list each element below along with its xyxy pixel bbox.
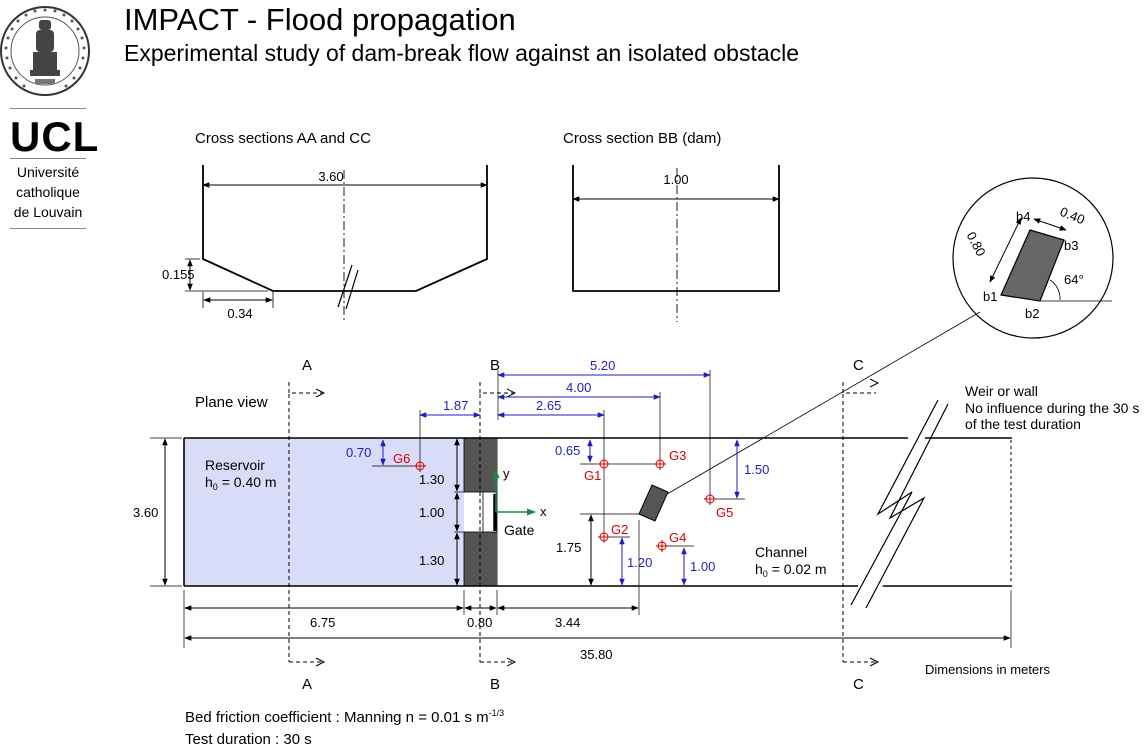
- weir-note-line: Weir or wall: [965, 383, 1038, 399]
- friction-coefficient: Bed friction coefficient : Manning n = 0…: [185, 708, 504, 726]
- obstacle-corner-b2: b2: [1025, 306, 1039, 321]
- dim-channel-width: 3.60: [133, 505, 158, 520]
- dim-g6-x: 1.87: [443, 398, 468, 413]
- gauge-g2-marker: [598, 531, 610, 543]
- gauge-g5-label: G5: [716, 505, 733, 520]
- channel-outline: [183, 437, 1012, 587]
- gauge-g5-marker: [704, 493, 716, 505]
- channel-depth: h0 = 0.02 m: [755, 561, 827, 579]
- logo-divider: [10, 228, 86, 229]
- dim-bb-width: 1.00: [663, 172, 688, 187]
- ucl-wordmark: UCL: [10, 113, 100, 160]
- dim-dam-upper: 1.30: [419, 472, 444, 487]
- dim-aa-width: 3.60: [318, 169, 343, 184]
- units-note: Dimensions in meters: [925, 662, 1050, 677]
- dim-g1-x: 2.65: [536, 398, 561, 413]
- dim-g6-y: 0.70: [346, 445, 371, 460]
- gauge-g4-marker: [656, 540, 668, 552]
- cross-section-bb: [572, 165, 780, 322]
- page-subtitle: Experimental study of dam-break flow aga…: [124, 40, 800, 66]
- dim-g5-y: 1.50: [744, 462, 769, 477]
- dim-aa-slope: 0.34: [227, 306, 252, 321]
- obstacle-detail: [952, 177, 1114, 339]
- logo-divider: [10, 108, 86, 109]
- dim-dam-lower: 1.30: [419, 553, 444, 568]
- reservoir-label: Reservoir: [205, 457, 265, 473]
- obstacle: [638, 484, 669, 522]
- axis-y-label: y: [503, 466, 510, 481]
- ucl-logo: UCL Université catholique de Louvain: [0, 0, 100, 240]
- gauge-g2-label: G2: [611, 522, 628, 537]
- test-duration: Test duration : 30 s: [185, 731, 312, 745]
- university-line: Université: [16, 164, 80, 180]
- obstacle-corner-b4: b4: [1016, 209, 1030, 224]
- dim-dam-thickness: 0.80: [467, 615, 492, 630]
- gauges: [414, 458, 716, 552]
- university-line: de Louvain: [13, 204, 83, 220]
- cross-section-bb-title: Cross section BB (dam): [563, 130, 721, 147]
- page-title: IMPACT - Flood propagation: [124, 2, 516, 37]
- dim-aa-height: 0.155: [162, 267, 195, 282]
- cross-section-aa-cc-title: Cross sections AA and CC: [195, 130, 371, 147]
- plane-view-title: Plane view: [195, 394, 268, 411]
- section-label-b-top: B: [490, 357, 500, 374]
- gauge-g1-label: G1: [584, 468, 601, 483]
- obstacle-corner-b3: b3: [1064, 238, 1078, 253]
- weir-note-line: No influence during the 30 s: [965, 400, 1139, 416]
- gauge-dimensions: [380, 372, 740, 586]
- dim-g3-x: 4.00: [566, 380, 591, 395]
- gauge-g3-marker: [654, 458, 666, 470]
- dim-gate-width: 1.00: [419, 505, 444, 520]
- gate-label: Gate: [504, 522, 535, 538]
- gauge-g1-marker: [598, 458, 610, 470]
- section-label-b-bottom: B: [490, 676, 500, 693]
- weir-note-line: of the test duration: [965, 416, 1081, 432]
- axis-x-label: x: [540, 504, 547, 519]
- section-cuts: [288, 382, 876, 663]
- section-label-c-top: C: [853, 357, 864, 374]
- section-label-a-top: A: [302, 357, 312, 374]
- dim-reservoir-length: 6.75: [310, 615, 335, 630]
- obstacle-corner-b1: b1: [983, 289, 997, 304]
- logo-divider: [10, 158, 86, 159]
- dim-g2-y: 1.20: [627, 555, 652, 570]
- university-line: catholique: [16, 184, 80, 200]
- gauge-g6-label: G6: [393, 451, 410, 466]
- reservoir-depth: h0 = 0.40 m: [205, 474, 277, 492]
- dim-total-length: 35.80: [580, 647, 613, 662]
- section-label-c-bottom: C: [853, 676, 864, 693]
- dim-obstacle-y: 1.75: [556, 540, 581, 555]
- gauge-g6-marker: [414, 460, 426, 472]
- dim-g5-x: 5.20: [590, 358, 615, 373]
- gauge-g4-label: G4: [669, 530, 686, 545]
- gauge-g3-label: G3: [669, 448, 686, 463]
- dim-g4-y: 1.00: [690, 559, 715, 574]
- university-name: Université catholique de Louvain: [10, 162, 86, 222]
- dim-obstacle-x: 3.44: [555, 615, 580, 630]
- coordinate-axes: [492, 469, 536, 516]
- channel-label: Channel: [755, 544, 807, 560]
- section-label-a-bottom: A: [302, 676, 312, 693]
- detail-leader-line: [661, 311, 981, 498]
- obstacle-angle: 64°: [1064, 272, 1084, 287]
- university-seal-icon: [0, 6, 90, 96]
- cross-section-aa-cc: [185, 165, 488, 322]
- dim-g1-y: 0.65: [555, 443, 580, 458]
- weir-break-symbol: [850, 399, 949, 610]
